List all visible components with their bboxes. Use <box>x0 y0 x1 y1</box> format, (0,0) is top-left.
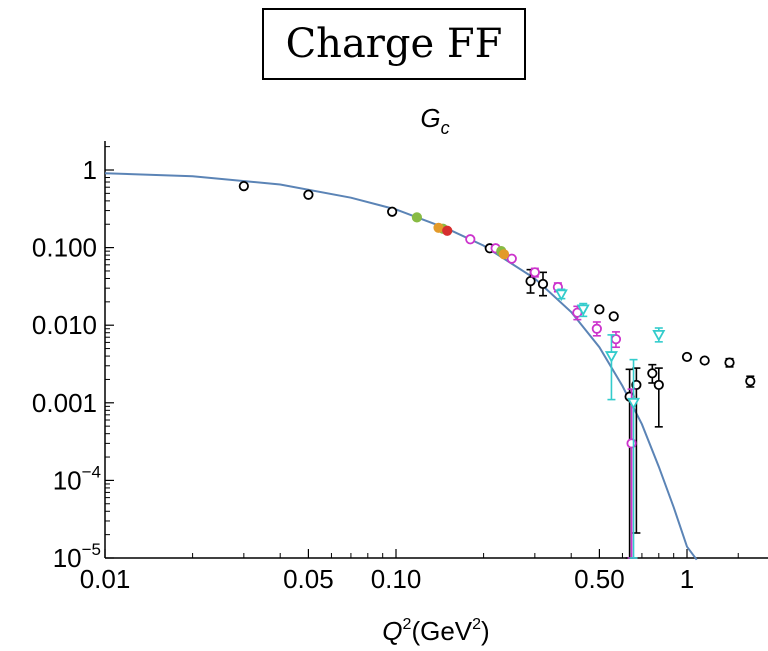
data-point <box>681 351 693 363</box>
data-point-triangle <box>626 397 641 410</box>
y-tick-label: 10−4 <box>53 462 101 495</box>
data-point <box>465 234 476 245</box>
data-point <box>387 206 398 217</box>
x-tick-label: 0.50 <box>574 564 625 594</box>
data-point <box>647 368 658 379</box>
data-point <box>303 189 314 200</box>
data-point <box>724 357 735 368</box>
data-point-triangle <box>604 351 618 363</box>
data-point <box>498 249 510 260</box>
data-point <box>506 253 517 264</box>
data-point <box>525 276 536 287</box>
x-tick-label: 0.05 <box>283 564 334 594</box>
axis-ticks: 0.01 0.05 0.10 0.50 1 1 0.100 0.010 0.001 10−4 10−… <box>32 146 739 594</box>
chart-subtitle: Gc <box>420 103 449 138</box>
x-tick-label: 0.01 <box>80 564 131 594</box>
y-tick-label: 10−5 <box>53 540 101 573</box>
model-curve <box>104 172 698 561</box>
data-points-layer <box>238 181 756 559</box>
data-point <box>699 355 710 366</box>
data-point-triangle <box>554 289 568 302</box>
y-tick-label: 1 <box>83 155 97 185</box>
data-point <box>442 225 453 236</box>
data-point <box>610 334 622 345</box>
data-point <box>608 311 619 322</box>
data-point <box>529 267 540 278</box>
data-point <box>626 438 637 449</box>
y-tick-label: 0.001 <box>32 388 97 418</box>
data-point <box>537 278 549 290</box>
x-axis-title: Q2(GeV2) <box>382 616 489 646</box>
data-point-triangle <box>576 304 590 317</box>
x-tick-label: 1 <box>680 564 694 594</box>
y-tick-label: 0.010 <box>32 310 97 340</box>
data-point-triangle <box>652 329 666 342</box>
data-point <box>745 376 756 387</box>
data-point <box>591 323 602 334</box>
y-tick-label: 0.100 <box>32 233 97 263</box>
data-point <box>653 379 664 391</box>
chart-title: Charge FF <box>262 8 526 80</box>
x-tick-label: 0.10 <box>371 564 422 594</box>
data-point <box>594 304 605 315</box>
model-curve-layer <box>104 172 698 561</box>
data-point <box>411 212 423 223</box>
data-point <box>433 222 444 233</box>
data-point <box>238 181 249 192</box>
